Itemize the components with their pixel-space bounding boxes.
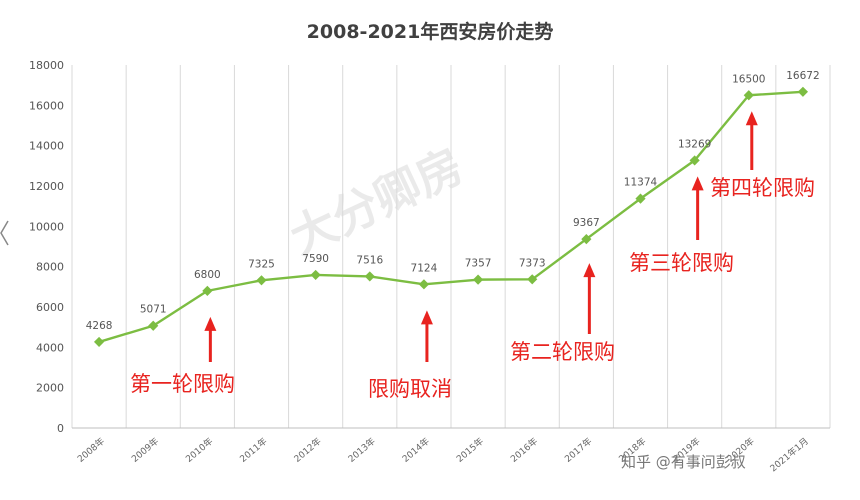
x-tick-label: 2014年	[400, 435, 432, 465]
annotation-arrowhead	[420, 310, 433, 325]
data-label: 6800	[194, 269, 221, 281]
data-label: 9367	[573, 217, 600, 229]
grid	[71, 65, 831, 429]
x-tick-label: 2009年	[129, 435, 161, 465]
y-tick-label: 18000	[29, 59, 64, 72]
annotation-label: 第一轮限购	[130, 372, 235, 396]
background-watermark: 大分卿房	[282, 138, 472, 265]
y-tick-label: 14000	[29, 140, 64, 153]
data-label: 7325	[248, 258, 275, 270]
y-tick-label: 6000	[36, 301, 64, 314]
annotations: 第一轮限购 限购取消 第二轮限购 第三轮限购 第四轮限购	[130, 111, 815, 401]
data-label: 7590	[302, 253, 329, 265]
data-label: 11374	[624, 177, 658, 189]
annotation-label: 第四轮限购	[710, 176, 815, 200]
x-tick-label: 2008年	[75, 435, 107, 465]
data-label: 4268	[86, 320, 113, 332]
data-labels: 4268 5071 6800 7325 7590 7516 7124 7357 7373 9367…	[86, 70, 820, 332]
data-label: 5071	[140, 304, 167, 316]
x-tick-label: 2016年	[508, 435, 540, 465]
annotation-arrowhead	[583, 263, 596, 278]
x-tick-label: 2013年	[346, 435, 378, 465]
data-label: 7516	[356, 254, 383, 266]
series	[93, 86, 809, 348]
x-tick-label: 2010年	[183, 435, 215, 465]
x-tick-label: 2011年	[237, 435, 269, 465]
x-tick-label: 2012年	[291, 435, 323, 465]
data-point	[527, 274, 538, 285]
y-tick-label: 10000	[29, 220, 64, 233]
series-line	[98, 90, 804, 344]
data-point	[689, 155, 700, 166]
data-label: 16500	[732, 73, 765, 85]
annotation-arrowhead	[745, 111, 758, 126]
chevron-left-icon[interactable]	[0, 220, 9, 246]
data-point	[472, 274, 484, 285]
data-label: 7357	[465, 258, 492, 270]
annotation-arrowhead	[204, 316, 217, 331]
y-tick-label: 16000	[29, 99, 64, 112]
data-point	[418, 279, 430, 290]
annotation-arrowhead	[691, 176, 704, 191]
data-point	[93, 336, 105, 348]
annotation-label: 第二轮限购	[510, 340, 615, 364]
y-tick-label: 2000	[36, 382, 64, 395]
data-point	[797, 86, 809, 97]
x-tick-label: 2017年	[562, 435, 594, 465]
chart-title: 2008-2021年西安房价走势	[307, 20, 554, 43]
annotation-label: 第三轮限购	[629, 251, 734, 275]
data-point	[202, 285, 213, 296]
y-tick-label: 4000	[36, 341, 64, 354]
y-tick-label: 8000	[36, 261, 64, 274]
watermark-text: 知乎 @有事问彭叔	[621, 453, 746, 471]
y-axis: 0 2000 4000 6000 8000 10000 12000 14000 16000 180…	[29, 59, 64, 435]
data-label: 16672	[786, 70, 819, 82]
annotation-label: 限购取消	[368, 377, 452, 401]
data-label: 7124	[411, 262, 438, 274]
data-point	[256, 275, 267, 286]
data-point	[310, 269, 321, 281]
data-point	[364, 271, 375, 282]
data-label: 7373	[519, 257, 546, 269]
x-tick-label: 2021年1月	[767, 435, 810, 474]
y-tick-label: 12000	[29, 180, 64, 193]
background-watermark-text: 大分卿房	[282, 138, 472, 265]
y-tick-label: 0	[57, 422, 64, 435]
watermark: 知乎 @有事问彭叔	[621, 453, 746, 471]
x-tick-label: 2015年	[454, 435, 486, 465]
data-label: 13269	[678, 138, 711, 150]
